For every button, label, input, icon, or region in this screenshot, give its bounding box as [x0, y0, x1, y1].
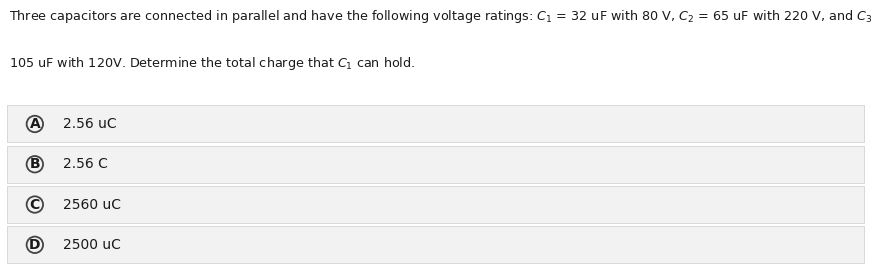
Text: 2500 uC: 2500 uC	[63, 238, 120, 252]
Text: 2.56 uC: 2.56 uC	[63, 117, 117, 131]
FancyBboxPatch shape	[7, 186, 864, 223]
FancyBboxPatch shape	[7, 146, 864, 183]
FancyBboxPatch shape	[7, 226, 864, 263]
Text: B: B	[30, 157, 40, 171]
Text: 2560 uC: 2560 uC	[63, 198, 121, 212]
Text: A: A	[30, 117, 40, 131]
Text: Three capacitors are connected in parallel and have the following voltage rating: Three capacitors are connected in parall…	[9, 8, 871, 25]
Text: D: D	[29, 238, 41, 252]
Text: 2.56 C: 2.56 C	[63, 157, 108, 171]
FancyBboxPatch shape	[7, 105, 864, 142]
Text: C: C	[30, 198, 40, 212]
Text: 105 uF with 120V. Determine the total charge that $C_1$ can hold.: 105 uF with 120V. Determine the total ch…	[9, 55, 415, 72]
